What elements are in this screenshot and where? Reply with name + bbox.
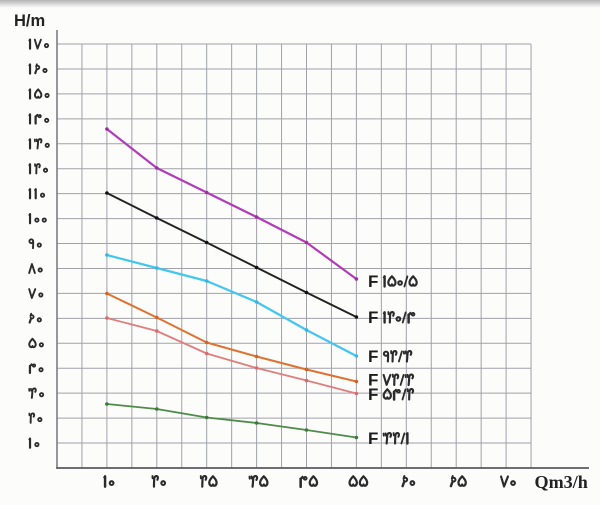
svg-text:F: F (368, 308, 378, 327)
svg-text:F: F (368, 371, 378, 390)
svg-text:Qm3/h: Qm3/h (535, 472, 588, 492)
svg-text:F: F (368, 385, 378, 404)
svg-text:F: F (368, 272, 378, 291)
svg-text:F: F (368, 347, 378, 366)
svg-text:H/m: H/m (14, 12, 45, 30)
svg-text:F: F (368, 429, 378, 448)
